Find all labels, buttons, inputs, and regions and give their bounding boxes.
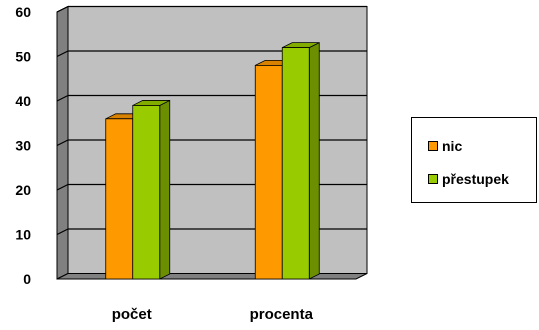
bar-side [159, 99, 171, 280]
bar-nic-počet [105, 118, 134, 280]
legend-item-nic: nic [428, 138, 462, 154]
y-tick-label: 10 [15, 227, 31, 243]
legend-item-prestupek: přestupek [428, 171, 509, 187]
bar-nic-procenta [254, 65, 283, 280]
y-tick-label: 60 [15, 4, 31, 20]
plot-floor [56, 273, 368, 280]
y-tick-label: 30 [15, 138, 31, 154]
y-tick-label: 0 [23, 271, 31, 287]
legend-swatch-nic [428, 141, 438, 151]
bar-přestupek-procenta [281, 47, 310, 280]
bar-přestupek-počet [132, 105, 161, 280]
legend: nic přestupek [411, 117, 537, 203]
gridline-side [56, 50, 69, 58]
legend-label-prestupek: přestupek [442, 171, 509, 187]
gridline-side [56, 5, 69, 13]
x-tick-label: procenta [250, 306, 314, 323]
gridline-side [56, 139, 69, 147]
legend-swatch-prestupek [428, 174, 438, 184]
y-tick-label: 50 [15, 49, 31, 65]
y-tick-label: 40 [15, 93, 31, 109]
legend-label-nic: nic [442, 138, 463, 154]
bar-side [308, 41, 320, 280]
gridline-side [56, 94, 69, 102]
gridline-side [56, 228, 69, 236]
x-tick-label: počet [112, 306, 152, 323]
gridline-side [56, 183, 69, 191]
y-tick-label: 20 [15, 182, 31, 198]
